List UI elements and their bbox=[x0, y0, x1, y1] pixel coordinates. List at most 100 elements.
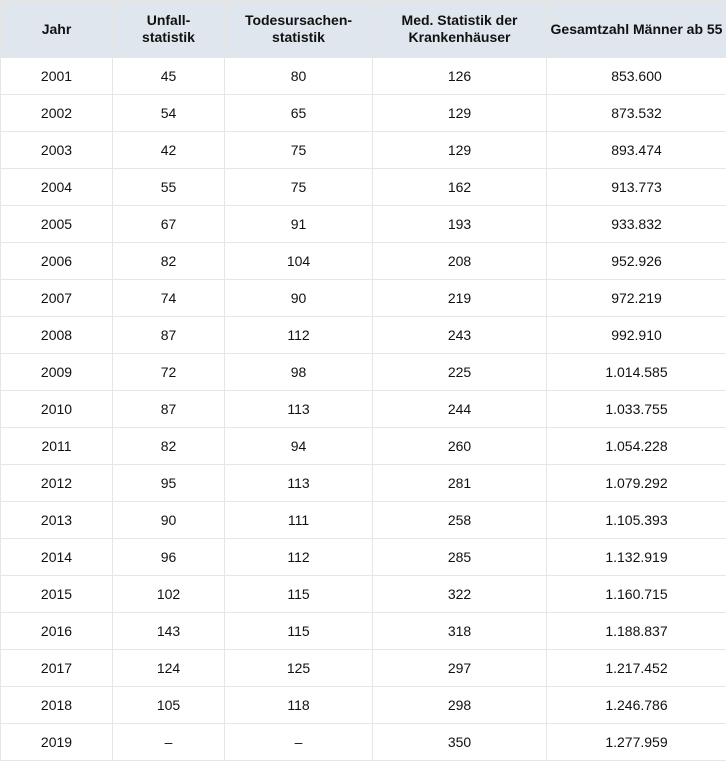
table-cell: 112 bbox=[225, 317, 373, 354]
table-cell: 2018 bbox=[1, 687, 113, 724]
table-cell: – bbox=[225, 724, 373, 761]
table-cell: 2013 bbox=[1, 502, 113, 539]
table-cell: 1.160.715 bbox=[547, 576, 726, 613]
table-cell: 2016 bbox=[1, 613, 113, 650]
table-cell: 1.277.959 bbox=[547, 724, 726, 761]
table-cell: 2003 bbox=[1, 132, 113, 169]
table-cell: 55 bbox=[113, 169, 225, 206]
table-cell: 258 bbox=[373, 502, 547, 539]
table-cell: 74 bbox=[113, 280, 225, 317]
table-cell: 2008 bbox=[1, 317, 113, 354]
table-row: 20056791193933.832 bbox=[1, 206, 726, 243]
table-cell: 853.600 bbox=[547, 58, 726, 95]
table-cell: 893.474 bbox=[547, 132, 726, 169]
table-cell: 125 bbox=[225, 650, 373, 687]
table-cell: 75 bbox=[225, 169, 373, 206]
table-cell: 318 bbox=[373, 613, 547, 650]
table-cell: 80 bbox=[225, 58, 373, 95]
table-cell: 90 bbox=[113, 502, 225, 539]
table-cell: 124 bbox=[113, 650, 225, 687]
table-header: Jahr Unfall-statistik Todesursachen-stat… bbox=[1, 1, 726, 58]
table-cell: 87 bbox=[113, 317, 225, 354]
table-cell: 2004 bbox=[1, 169, 113, 206]
table-cell: 2010 bbox=[1, 391, 113, 428]
table-cell: 873.532 bbox=[547, 95, 726, 132]
table-cell: 913.773 bbox=[547, 169, 726, 206]
table-row: 20151021153221.160.715 bbox=[1, 576, 726, 613]
col-header-med-statistik: Med. Statistik der Krankenhäuser bbox=[373, 1, 547, 58]
table-cell: 260 bbox=[373, 428, 547, 465]
table-cell: 1.132.919 bbox=[547, 539, 726, 576]
table-cell: 82 bbox=[113, 243, 225, 280]
table-cell: 243 bbox=[373, 317, 547, 354]
table-cell: 72 bbox=[113, 354, 225, 391]
table-cell: 87 bbox=[113, 391, 225, 428]
table-cell: 2009 bbox=[1, 354, 113, 391]
table-cell: 126 bbox=[373, 58, 547, 95]
table-row: 2012951132811.079.292 bbox=[1, 465, 726, 502]
table-cell: 2015 bbox=[1, 576, 113, 613]
table-cell: 129 bbox=[373, 132, 547, 169]
table-cell: 115 bbox=[225, 576, 373, 613]
table-cell: 2006 bbox=[1, 243, 113, 280]
table-cell: 54 bbox=[113, 95, 225, 132]
table-cell: 1.054.228 bbox=[547, 428, 726, 465]
table-cell: 2017 bbox=[1, 650, 113, 687]
table-cell: 933.832 bbox=[547, 206, 726, 243]
table-cell: 95 bbox=[113, 465, 225, 502]
table-cell: 244 bbox=[373, 391, 547, 428]
table-cell: 2007 bbox=[1, 280, 113, 317]
table-cell: 208 bbox=[373, 243, 547, 280]
table-cell: 1.105.393 bbox=[547, 502, 726, 539]
table-cell: – bbox=[113, 724, 225, 761]
table-cell: 75 bbox=[225, 132, 373, 169]
table-row: 200682104208952.926 bbox=[1, 243, 726, 280]
table-cell: 65 bbox=[225, 95, 373, 132]
table-cell: 972.219 bbox=[547, 280, 726, 317]
table-cell: 45 bbox=[113, 58, 225, 95]
table-row: 2014961122851.132.919 bbox=[1, 539, 726, 576]
table-cell: 322 bbox=[373, 576, 547, 613]
table-cell: 2014 bbox=[1, 539, 113, 576]
table-row: 200972982251.014.585 bbox=[1, 354, 726, 391]
table-cell: 105 bbox=[113, 687, 225, 724]
table-row: 2010871132441.033.755 bbox=[1, 391, 726, 428]
table-cell: 111 bbox=[225, 502, 373, 539]
table-cell: 2012 bbox=[1, 465, 113, 502]
table-cell: 2002 bbox=[1, 95, 113, 132]
table-cell: 350 bbox=[373, 724, 547, 761]
col-header-todesursachenstatistik: Todesursachen-statistik bbox=[225, 1, 373, 58]
table-cell: 952.926 bbox=[547, 243, 726, 280]
table-cell: 285 bbox=[373, 539, 547, 576]
table-cell: 162 bbox=[373, 169, 547, 206]
table-cell: 225 bbox=[373, 354, 547, 391]
table-row: 2019––3501.277.959 bbox=[1, 724, 726, 761]
table-row: 20025465129873.532 bbox=[1, 95, 726, 132]
table-cell: 104 bbox=[225, 243, 373, 280]
statistics-table: Jahr Unfall-statistik Todesursachen-stat… bbox=[0, 0, 726, 761]
table-cell: 1.014.585 bbox=[547, 354, 726, 391]
table-cell: 67 bbox=[113, 206, 225, 243]
table-cell: 1.188.837 bbox=[547, 613, 726, 650]
table-row: 20034275129893.474 bbox=[1, 132, 726, 169]
table-row: 20171241252971.217.452 bbox=[1, 650, 726, 687]
table-cell: 118 bbox=[225, 687, 373, 724]
table-cell: 90 bbox=[225, 280, 373, 317]
table-row: 20045575162913.773 bbox=[1, 169, 726, 206]
table-cell: 297 bbox=[373, 650, 547, 687]
table-cell: 42 bbox=[113, 132, 225, 169]
table-cell: 298 bbox=[373, 687, 547, 724]
table-cell: 113 bbox=[225, 391, 373, 428]
col-header-jahr: Jahr bbox=[1, 1, 113, 58]
table-cell: 1.246.786 bbox=[547, 687, 726, 724]
table-cell: 143 bbox=[113, 613, 225, 650]
table-row: 201182942601.054.228 bbox=[1, 428, 726, 465]
table-cell: 113 bbox=[225, 465, 373, 502]
table-cell: 193 bbox=[373, 206, 547, 243]
table-cell: 2005 bbox=[1, 206, 113, 243]
table-cell: 98 bbox=[225, 354, 373, 391]
statistics-table-container: Jahr Unfall-statistik Todesursachen-stat… bbox=[0, 0, 726, 761]
table-cell: 1.079.292 bbox=[547, 465, 726, 502]
table-cell: 1.217.452 bbox=[547, 650, 726, 687]
table-cell: 1.033.755 bbox=[547, 391, 726, 428]
